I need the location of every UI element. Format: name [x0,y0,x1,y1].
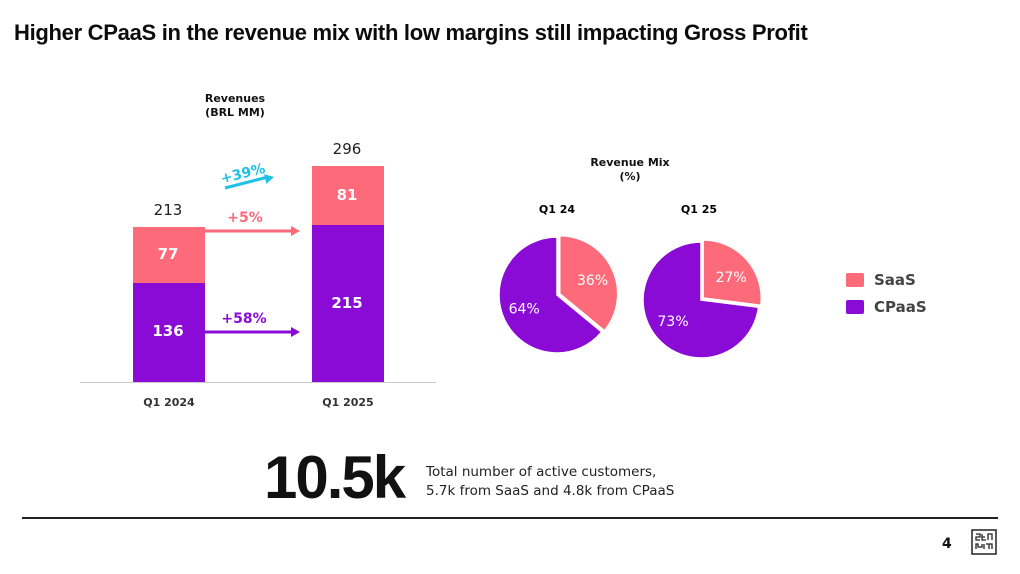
legend-label-saas: SaaS [874,271,916,289]
pie-slice-saas [702,239,762,307]
saas-growth-arrow-head [291,226,300,236]
pie-slice-label: 27% [716,270,747,286]
saas-growth-label: +5% [227,210,263,226]
bar-chart-title: Revenues (BRL MM) [190,92,280,120]
legend-label-cpaas: CPaaS [874,298,927,316]
legend-item-cpaas: CPaaS [846,298,927,316]
kpi-description-line1: Total number of active customers, [426,464,657,480]
growth-arrows: +39%+5%+58% [205,161,300,337]
pie-chart-title-line1: Revenue Mix [590,156,670,169]
kpi-value: 10.5k [264,444,406,511]
bar-saas [312,166,384,226]
legend-swatch-cpaas [846,300,864,314]
pie-slice-saas [558,234,619,332]
zenvia-logo-icon [971,529,997,555]
revenue-bar-chart: 136 77 213 Q1 2024 215 81 296 Q1 2025 +39% +5% +58… [0,0,500,430]
pie-slice-cpaas [642,241,760,359]
bar-label-cpaas: 136 [152,322,184,341]
cpaas-growth-arrow-head [291,327,300,337]
revenue-mix-pie-chart: Q1 24 36% 64% Q1 25 27% 73% [498,203,762,359]
kpi-description: Total number of active customers, 5.7k f… [426,463,674,501]
pie-slice-label: 36% [577,273,608,289]
pie-title: Q1 24 [539,203,575,216]
pie-slice-cpaas [498,236,603,354]
footer-divider [22,517,998,519]
kpi-description-line2: 5.7k from SaaS and 4.8k from CPaaS [426,483,675,499]
x-axis-line [80,382,436,383]
pie-title: Q1 25 [681,203,717,216]
pie-slice-label: 64% [509,302,540,318]
bar-chart-title-line2: (BRL MM) [205,106,265,119]
x-tick-label: Q1 2024 [143,396,195,409]
total-growth-arrow [224,175,269,190]
bar-cpaas [133,282,205,382]
bar-saas [133,226,205,283]
bar-total-label: 213 [153,200,183,219]
bar-label-cpaas: 215 [331,293,363,312]
pie-chart-title: Revenue Mix (%) [585,156,675,184]
total-growth-arrow-head [264,174,274,184]
bar-total-label: 296 [332,140,362,158]
page-number: 4 [942,536,952,552]
pie-slice-label: 73% [658,314,689,330]
x-tick-label: Q1 2025 [322,396,374,409]
bar-chart-title-line1: Revenues [204,92,266,105]
legend-swatch-saas [846,273,864,287]
cpaas-growth-label: +58% [221,311,266,327]
slide-title: Higher CPaaS in the revenue mix with low… [14,20,808,45]
legend-item-saas: SaaS [846,271,916,289]
bar-label-saas: 81 [336,185,358,204]
bar-label-saas: 77 [157,244,179,263]
pie-chart-title-line2: (%) [619,170,641,183]
bar-cpaas [312,225,384,382]
